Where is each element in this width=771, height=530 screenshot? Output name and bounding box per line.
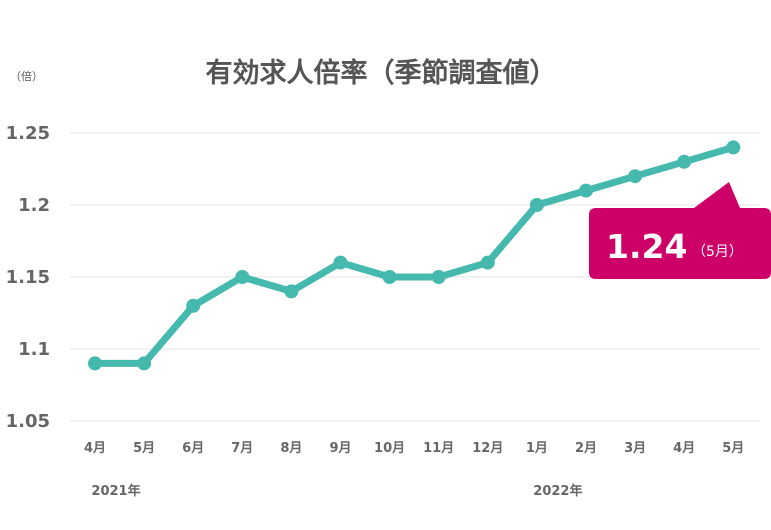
y-axis-unit: （倍） <box>10 69 43 83</box>
data-point <box>88 356 102 371</box>
y-tick-label: 1.15 <box>6 267 50 288</box>
data-point <box>579 183 593 198</box>
x-tick-label: 2月 <box>575 441 597 456</box>
y-tick-label: 1.2 <box>18 195 50 216</box>
data-point <box>431 270 446 284</box>
series <box>88 140 741 371</box>
x-tick-label: 8月 <box>280 441 302 456</box>
series-line <box>91 143 737 367</box>
x-tick-label: 4月 <box>673 441 695 456</box>
x-axis-ticks: 4月 5月 6月 7月 8月 9月 10月 11月 12月 1月 2月 3月 4月 5月 <box>84 441 744 456</box>
x-tick-label: 9月 <box>329 441 351 456</box>
x-tick-label: 5月 <box>133 441 155 456</box>
x-tick-label: 1月 <box>526 441 548 456</box>
x-tick-label: 7月 <box>231 441 253 456</box>
data-point <box>235 270 250 284</box>
callout-month: （5月） <box>692 244 743 260</box>
callout-value: 1.24 <box>606 227 687 266</box>
data-point <box>382 270 397 284</box>
x-tick-label: 6月 <box>182 441 204 456</box>
data-point <box>186 298 201 313</box>
year-label: 2021年 <box>91 483 140 499</box>
x-tick-label: 3月 <box>624 441 646 456</box>
y-tick-label: 1.05 <box>6 411 50 432</box>
x-tick-label: 11月 <box>423 441 454 456</box>
data-point <box>628 169 643 184</box>
y-tick-label: 1.1 <box>18 339 50 360</box>
year-label: 2022年 <box>533 483 582 499</box>
data-point <box>333 255 348 270</box>
x-tick-label: 10月 <box>374 441 405 456</box>
y-tick-label: 1.25 <box>6 123 50 144</box>
callout-box <box>589 182 771 279</box>
y-axis-ticks: 1.05 1.1 1.15 1.2 1.25 <box>6 123 50 432</box>
x-tick-label: 4月 <box>84 441 106 456</box>
data-point <box>137 356 152 371</box>
data-point <box>284 284 299 299</box>
data-point <box>726 140 741 155</box>
data-point <box>529 198 544 212</box>
x-tick-label: 12月 <box>472 441 503 456</box>
data-point <box>480 255 495 270</box>
callout: 1.24 （5月） <box>589 182 771 279</box>
year-labels: 2021年 2022年 <box>91 483 582 499</box>
x-tick-label: 5月 <box>722 441 744 456</box>
data-point <box>677 154 692 169</box>
chart-title: 有効求人倍率（季節調査値） <box>206 57 557 89</box>
